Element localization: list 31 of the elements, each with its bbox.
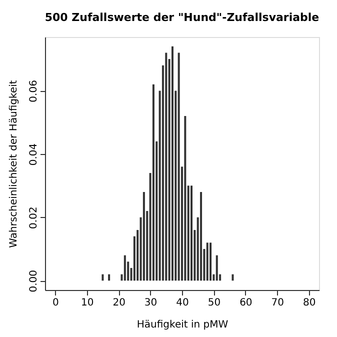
x-tick-label: 80 — [302, 298, 316, 308]
bar — [210, 242, 212, 281]
x-tick-label: 50 — [208, 298, 221, 308]
x-tick-label: 40 — [176, 298, 189, 308]
x-tick-label: 70 — [271, 298, 284, 308]
bar — [216, 255, 218, 281]
x-tick-label: 10 — [80, 298, 94, 308]
bar — [152, 84, 154, 281]
bar — [108, 274, 110, 281]
bar — [142, 192, 145, 281]
x-tick-label: 20 — [112, 298, 126, 308]
chart-title: 500 Zufallswerte der "Hund"-Zufallsvariable — [44, 11, 320, 24]
bar — [124, 255, 126, 281]
bar — [171, 46, 174, 281]
bar — [102, 274, 104, 281]
bar — [184, 116, 186, 281]
bar — [178, 52, 180, 281]
x-axis-title: Häufigkeit in pMW — [136, 320, 228, 330]
y-tick-label: 0.00 — [28, 270, 40, 292]
x-tick-label: 30 — [144, 298, 158, 308]
y-tick-label: 0.02 — [28, 206, 40, 229]
bar — [190, 186, 193, 281]
bar — [165, 52, 168, 281]
y-axis-title: Wahrscheinlichkeit der Häufigkeit — [8, 80, 20, 248]
x-tick-label: 60 — [240, 298, 252, 308]
bar — [206, 242, 208, 281]
bar — [232, 274, 234, 281]
x-tick-label: 0 — [52, 298, 59, 308]
bar — [200, 192, 202, 281]
y-tick-label: 0.06 — [28, 80, 40, 102]
y-tick-label: 0.04 — [28, 143, 40, 166]
